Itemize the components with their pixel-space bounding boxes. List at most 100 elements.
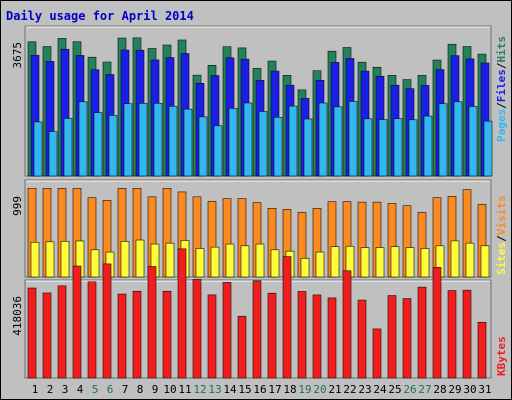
- bar-pages-day-3: [63, 118, 73, 177]
- bar-kbytes-day-19: [297, 291, 307, 379]
- bar-sites-day-19: [300, 257, 310, 278]
- bar-pages-day-13: [213, 125, 223, 177]
- bar-sites-day-16: [255, 243, 265, 278]
- x-tick-label-day-22: 22: [343, 383, 356, 396]
- bar-pages-day-23: [363, 118, 373, 177]
- bar-pages-day-17: [273, 116, 283, 177]
- series-side-label: Sites/Visits: [495, 196, 508, 276]
- bar-pages-day-29: [453, 101, 463, 177]
- bar-sites-day-3: [60, 241, 70, 278]
- bar-sites-day-24: [375, 247, 385, 278]
- bar-kbytes-day-5: [87, 281, 97, 379]
- bar-kbytes-day-8: [132, 290, 142, 379]
- bar-sites-day-31: [480, 245, 490, 278]
- bar-sites-day-8: [135, 239, 145, 278]
- bar-kbytes-day-10: [162, 290, 172, 379]
- bar-sites-day-10: [165, 242, 175, 278]
- bar-sites-day-7: [120, 241, 130, 278]
- x-tick-label-day-23: 23: [358, 383, 371, 396]
- bar-pages-day-28: [438, 103, 448, 177]
- bar-sites-day-21: [330, 246, 340, 278]
- bar-kbytes-day-31: [477, 321, 487, 379]
- bar-sites-day-29: [450, 240, 460, 278]
- series-side-label: Pages/Files/Hits: [495, 36, 508, 142]
- x-tick-label-day-15: 15: [238, 383, 251, 396]
- x-tick-label-day-4: 4: [77, 383, 84, 396]
- bar-kbytes-day-6: [102, 263, 112, 379]
- x-tick-label-day-3: 3: [62, 383, 69, 396]
- bar-pages-day-10: [168, 105, 178, 177]
- bar-kbytes-day-18: [282, 256, 292, 379]
- bar-kbytes-day-28: [432, 267, 442, 379]
- bar-kbytes-day-30: [462, 289, 472, 379]
- x-tick-label-day-10: 10: [163, 383, 176, 396]
- bar-sites-day-5: [90, 249, 100, 278]
- bar-pages-day-16: [258, 111, 268, 177]
- bar-kbytes-day-14: [222, 282, 232, 379]
- bar-pages-day-30: [468, 106, 478, 177]
- bar-kbytes-day-26: [402, 298, 412, 379]
- y-max-tick-label: 3675: [11, 42, 24, 69]
- bar-pages-day-7: [123, 103, 133, 177]
- x-tick-label-day-31: 31: [478, 383, 491, 396]
- x-tick-label-day-28: 28: [433, 383, 446, 396]
- series-name-sites: Sites: [495, 242, 508, 275]
- x-tick-label-day-8: 8: [137, 383, 144, 396]
- bar-kbytes-day-17: [267, 292, 277, 379]
- bar-kbytes-day-25: [387, 295, 397, 379]
- bar-sites-day-30: [465, 242, 475, 278]
- bar-pages-day-27: [423, 115, 433, 177]
- label-separator: /: [495, 102, 508, 109]
- bar-sites-day-14: [225, 243, 235, 278]
- bar-sites-day-1: [30, 241, 40, 278]
- series-name-files: Files: [495, 69, 508, 102]
- bar-kbytes-day-27: [417, 286, 427, 379]
- bar-sites-day-15: [240, 245, 250, 278]
- x-tick-label-day-6: 6: [107, 383, 114, 396]
- panel-visits-sites: 999 Sites/Visits: [11, 179, 508, 278]
- bar-kbytes-day-9: [147, 266, 157, 379]
- x-tick-label-day-25: 25: [388, 383, 401, 396]
- bar-sites-day-23: [360, 247, 370, 278]
- series-name-pages: Pages: [495, 109, 508, 142]
- x-tick-label-day-20: 20: [313, 383, 326, 396]
- x-tick-label-day-24: 24: [373, 383, 387, 396]
- x-tick-label-day-9: 9: [152, 383, 159, 396]
- bar-pages-day-14: [228, 108, 238, 177]
- bar-kbytes-day-12: [192, 279, 202, 379]
- series-name-kbytes: KBytes: [495, 336, 508, 376]
- x-tick-label-day-18: 18: [283, 383, 296, 396]
- x-tick-label-day-13: 13: [208, 383, 221, 396]
- bar-pages-day-2: [48, 131, 58, 177]
- bar-pages-day-31: [483, 120, 493, 177]
- bar-sites-day-26: [405, 247, 415, 278]
- bar-kbytes-day-4: [72, 265, 82, 379]
- bar-pages-day-12: [198, 116, 208, 177]
- bar-kbytes-day-7: [117, 293, 127, 379]
- bar-pages-day-19: [303, 118, 313, 177]
- x-tick-label-day-16: 16: [253, 383, 266, 396]
- x-tick-label-day-19: 19: [298, 383, 311, 396]
- x-tick-label-day-14: 14: [223, 383, 237, 396]
- x-axis-day-labels: 1 2 3 4 5 6 7 8 9 10 11 12 13 14 15 16 17 18 19 20 21 22 23 24 2…: [32, 383, 492, 396]
- bar-pages-day-22: [348, 101, 358, 177]
- bar-pages-day-15: [243, 102, 253, 177]
- x-tick-label-day-30: 30: [463, 383, 476, 396]
- bar-kbytes-day-29: [447, 290, 457, 379]
- x-tick-label-day-27: 27: [418, 383, 431, 396]
- bar-kbytes-day-13: [207, 294, 217, 379]
- bar-kbytes-day-3: [57, 285, 67, 379]
- bar-kbytes-day-20: [312, 294, 322, 379]
- bar-sites-day-12: [195, 248, 205, 278]
- x-tick-label-day-12: 12: [193, 383, 206, 396]
- x-tick-label-day-26: 26: [403, 383, 416, 396]
- chart-title: Daily usage for April 2014: [6, 9, 194, 23]
- bar-kbytes-day-16: [252, 280, 262, 379]
- bar-pages-day-20: [318, 102, 328, 177]
- bar-sites-day-20: [315, 251, 325, 278]
- label-separator: /: [495, 235, 508, 242]
- x-tick-label-day-5: 5: [92, 383, 99, 396]
- bar-pages-day-8: [138, 103, 148, 177]
- bar-pages-day-18: [288, 105, 298, 177]
